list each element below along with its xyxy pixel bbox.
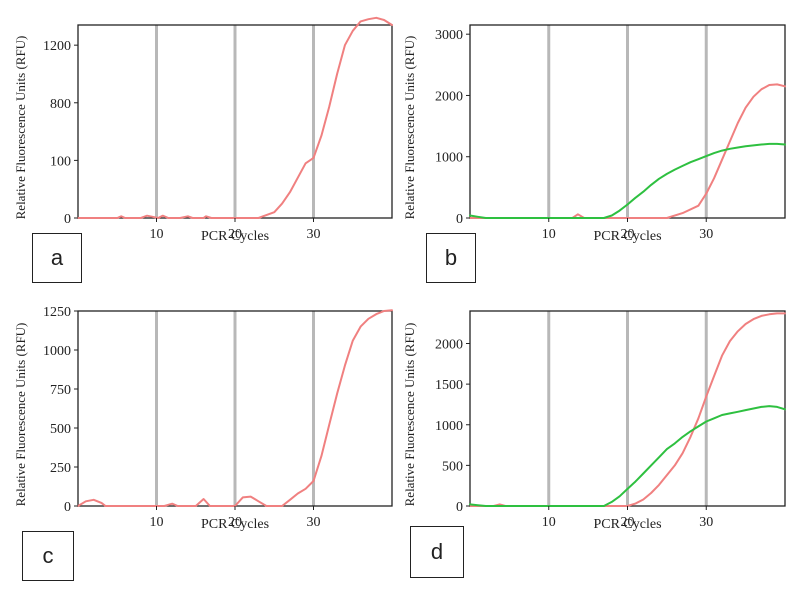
x-tick-label-10: 10	[150, 515, 164, 530]
y-tick-label-250: 250	[50, 461, 71, 476]
x-tick-label-10: 10	[150, 227, 164, 242]
x-tick-label-30: 30	[307, 515, 321, 530]
panel-label-a: a	[32, 233, 82, 283]
y-tick-label-800: 800	[50, 97, 71, 112]
y-tick-label-1000: 1000	[43, 344, 71, 359]
panel-d: 10 20 30 0 500 1000 1500 2000 PCR Cycles Relative…	[398, 296, 796, 592]
y-axis-label: Relative Fluorescence Units (RFU)	[13, 36, 28, 220]
y-tick-label-0: 0	[456, 500, 463, 515]
x-tick-label-20: 20	[228, 227, 242, 242]
panel-label-b: b	[426, 233, 476, 283]
y-tick-label-1000: 1000	[435, 419, 463, 434]
panel-b: 10 20 30 0 1000 2000 3000 PCR Cycles Relative Fl…	[398, 0, 796, 292]
y-tick-label-1250: 1250	[43, 305, 71, 320]
x-axis-label: PCR Cycles	[201, 517, 269, 532]
panel-c: 10 20 30 0 250 500 750 1000 1250 PCR Cycles Relati…	[0, 296, 398, 592]
y-tick-label-500: 500	[442, 459, 463, 474]
y-tick-label-1500: 1500	[435, 378, 463, 393]
series-line-1	[77, 16, 393, 219]
x-tick-label-10: 10	[542, 227, 556, 242]
y-tick-label-100: 100	[50, 154, 71, 169]
chart-b: 10 20 30 0 1000 2000 3000 PCR Cycles Relative Fl…	[402, 24, 786, 244]
x-tick-label-20: 20	[621, 515, 635, 530]
y-tick-label-2000: 2000	[435, 338, 463, 353]
y-tick-label-1200: 1200	[43, 39, 71, 54]
chart-a: 10 20 30 0 100 800 1200 PCR Cycles Relative Fluo…	[13, 16, 393, 244]
panel-label-d: d	[410, 526, 464, 578]
panel-a: 10 20 30 0 100 800 1200 PCR Cycles Relative Fluo…	[0, 0, 398, 292]
x-axis-label: PCR Cycles	[593, 517, 661, 532]
y-tick-label-1000: 1000	[435, 151, 463, 166]
x-axis-label: PCR Cycles	[201, 229, 269, 244]
y-tick-label-0: 0	[456, 212, 463, 227]
y-tick-label-0: 0	[64, 500, 71, 515]
x-tick-label-20: 20	[621, 227, 635, 242]
x-tick-label-30: 30	[699, 227, 713, 242]
series-line-2	[469, 405, 786, 507]
y-tick-label-750: 750	[50, 383, 71, 398]
chart-c: 10 20 30 0 250 500 750 1000 1250 PCR Cycles Relati…	[13, 305, 393, 532]
x-tick-label-30: 30	[699, 515, 713, 530]
y-tick-label-500: 500	[50, 422, 71, 437]
y-tick-label-3000: 3000	[435, 28, 463, 43]
x-axis-label: PCR Cycles	[593, 229, 661, 244]
x-tick-label-30: 30	[307, 227, 321, 242]
series-line-2	[469, 142, 786, 219]
chart-d: 10 20 30 0 500 1000 1500 2000 PCR Cycles Relative…	[402, 310, 786, 532]
x-tick-label-20: 20	[228, 515, 242, 530]
x-tick-label-10: 10	[542, 515, 556, 530]
y-tick-label-2000: 2000	[435, 89, 463, 104]
y-axis-label: Relative Fluorescence Units (RFU)	[402, 36, 417, 220]
y-axis-label: Relative Fluorescence Units (RFU)	[402, 323, 417, 507]
panel-label-c: c	[22, 531, 74, 581]
series-line-1	[77, 309, 393, 507]
y-tick-label-0: 0	[64, 212, 71, 227]
y-axis-label: Relative Fluorescence Units (RFU)	[13, 323, 28, 507]
